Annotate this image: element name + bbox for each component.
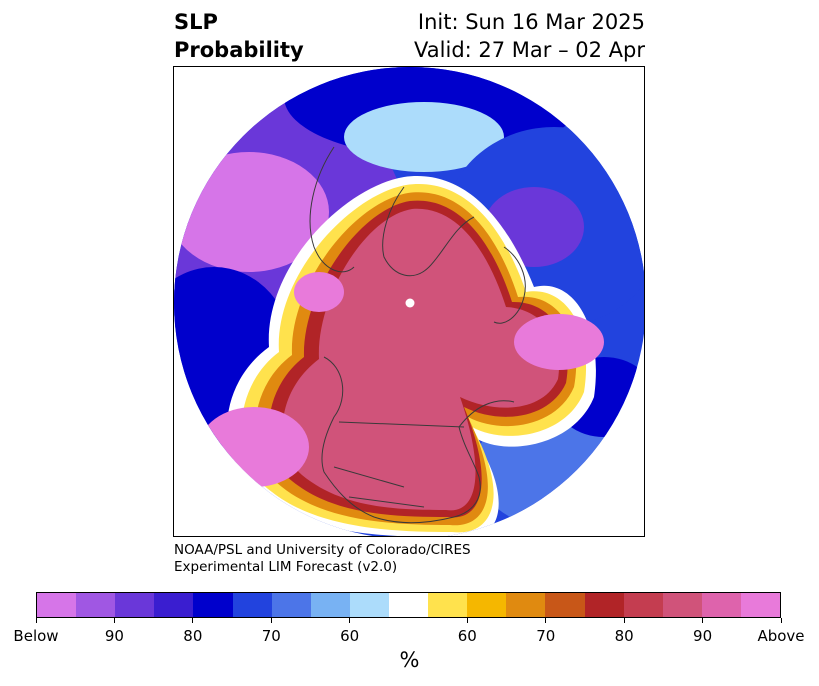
colorbar-tick-9: [780, 618, 782, 623]
colorbar-tick-6: [545, 618, 547, 623]
colorbar-tick-label-4: 60: [340, 627, 360, 645]
colorbar-tick-label-2: 80: [183, 627, 203, 645]
colorbar-tick-8: [702, 618, 704, 623]
coastlines: [309, 146, 526, 524]
colorbar-segment-11: [467, 593, 507, 617]
border-east-asia: [348, 496, 425, 508]
colorbar-tick-label-3: 70: [261, 627, 281, 645]
title-line-1: SLP: [174, 10, 218, 34]
colorbar-tick-1: [113, 618, 115, 623]
colorbar-segment-4: [193, 593, 233, 617]
colorbar-tick-label-8: 90: [693, 627, 713, 645]
valid-range: Valid: 27 Mar – 02 Apr: [414, 38, 645, 62]
coastline-greenland: [458, 400, 515, 428]
below-weak-north: [344, 102, 504, 172]
colorbar-segment-18: [740, 593, 781, 617]
credit-line-1: NOAA/PSL and University of Colorado/CIRE…: [174, 542, 471, 558]
forecast-dates: Init: Sun 16 Mar 2025 Valid: 27 Mar – 02…: [414, 8, 645, 64]
colorbar-tick-label-7: 80: [614, 627, 634, 645]
colorbar-tick-7: [623, 618, 625, 623]
coastline-north-america: [321, 356, 481, 524]
probability-map: [174, 67, 644, 536]
border-us-mexico: [333, 466, 405, 488]
credit-text: NOAA/PSL and University of Colorado/CIRE…: [174, 542, 471, 576]
colorbar-segment-1: [76, 593, 116, 617]
colorbar-unit-label: %: [399, 648, 420, 672]
colorbar-segment-12: [506, 593, 546, 617]
above-high-band: [282, 208, 560, 511]
colorbar-tick-5: [466, 618, 468, 623]
init-date: Init: Sun 16 Mar 2025: [417, 10, 645, 34]
colorbar-segment-7: [310, 593, 350, 617]
coastline-europe: [493, 246, 526, 324]
colorbar-segment-3: [154, 593, 194, 617]
coastline-asia: [309, 146, 355, 273]
colorbar-tick-label-5: 60: [457, 627, 477, 645]
above-core-arctic: [294, 272, 344, 312]
map-title: SLP Probability: [174, 8, 304, 64]
colorbar-segment-9: [388, 593, 429, 617]
colorbar-segment-6: [271, 593, 311, 617]
colorbar: [36, 592, 781, 618]
below-core-nw: [174, 152, 329, 272]
colorbar-tick-label-9: Above: [757, 627, 805, 645]
north-pole-marker: [405, 298, 415, 308]
colorbar-segment-17: [701, 593, 741, 617]
colorbar-segment-15: [623, 593, 663, 617]
colorbar-segment-0: [37, 593, 77, 617]
colorbar-tick-4: [349, 618, 351, 623]
border-us-canada: [338, 421, 465, 428]
colorbar-segment-14: [584, 593, 624, 617]
colorbar-tick-label-6: 70: [536, 627, 556, 645]
title-line-2: Probability: [174, 38, 304, 62]
colorbar-segment-2: [115, 593, 155, 617]
colorbar-ticks: [35, 618, 782, 626]
colorbar-tick-label-1: 90: [104, 627, 124, 645]
colorbar-tick-2: [192, 618, 194, 623]
credit-line-2: Experimental LIM Forecast (v2.0): [174, 559, 398, 575]
colorbar-segment-5: [232, 593, 272, 617]
colorbar-tick-label-0: Below: [13, 627, 59, 645]
colorbar-tick-3: [270, 618, 272, 623]
above-core-north-atlantic: [514, 314, 604, 370]
colorbar-segment-13: [545, 593, 585, 617]
coastline-eurasia: [382, 186, 475, 277]
probability-field: [174, 67, 644, 536]
above-core-west-us: [199, 407, 309, 487]
map-panel: [173, 66, 645, 537]
colorbar-segment-8: [349, 593, 389, 617]
colorbar-segment-16: [662, 593, 702, 617]
colorbar-tick-0: [35, 618, 37, 623]
colorbar-segment-10: [428, 593, 468, 617]
